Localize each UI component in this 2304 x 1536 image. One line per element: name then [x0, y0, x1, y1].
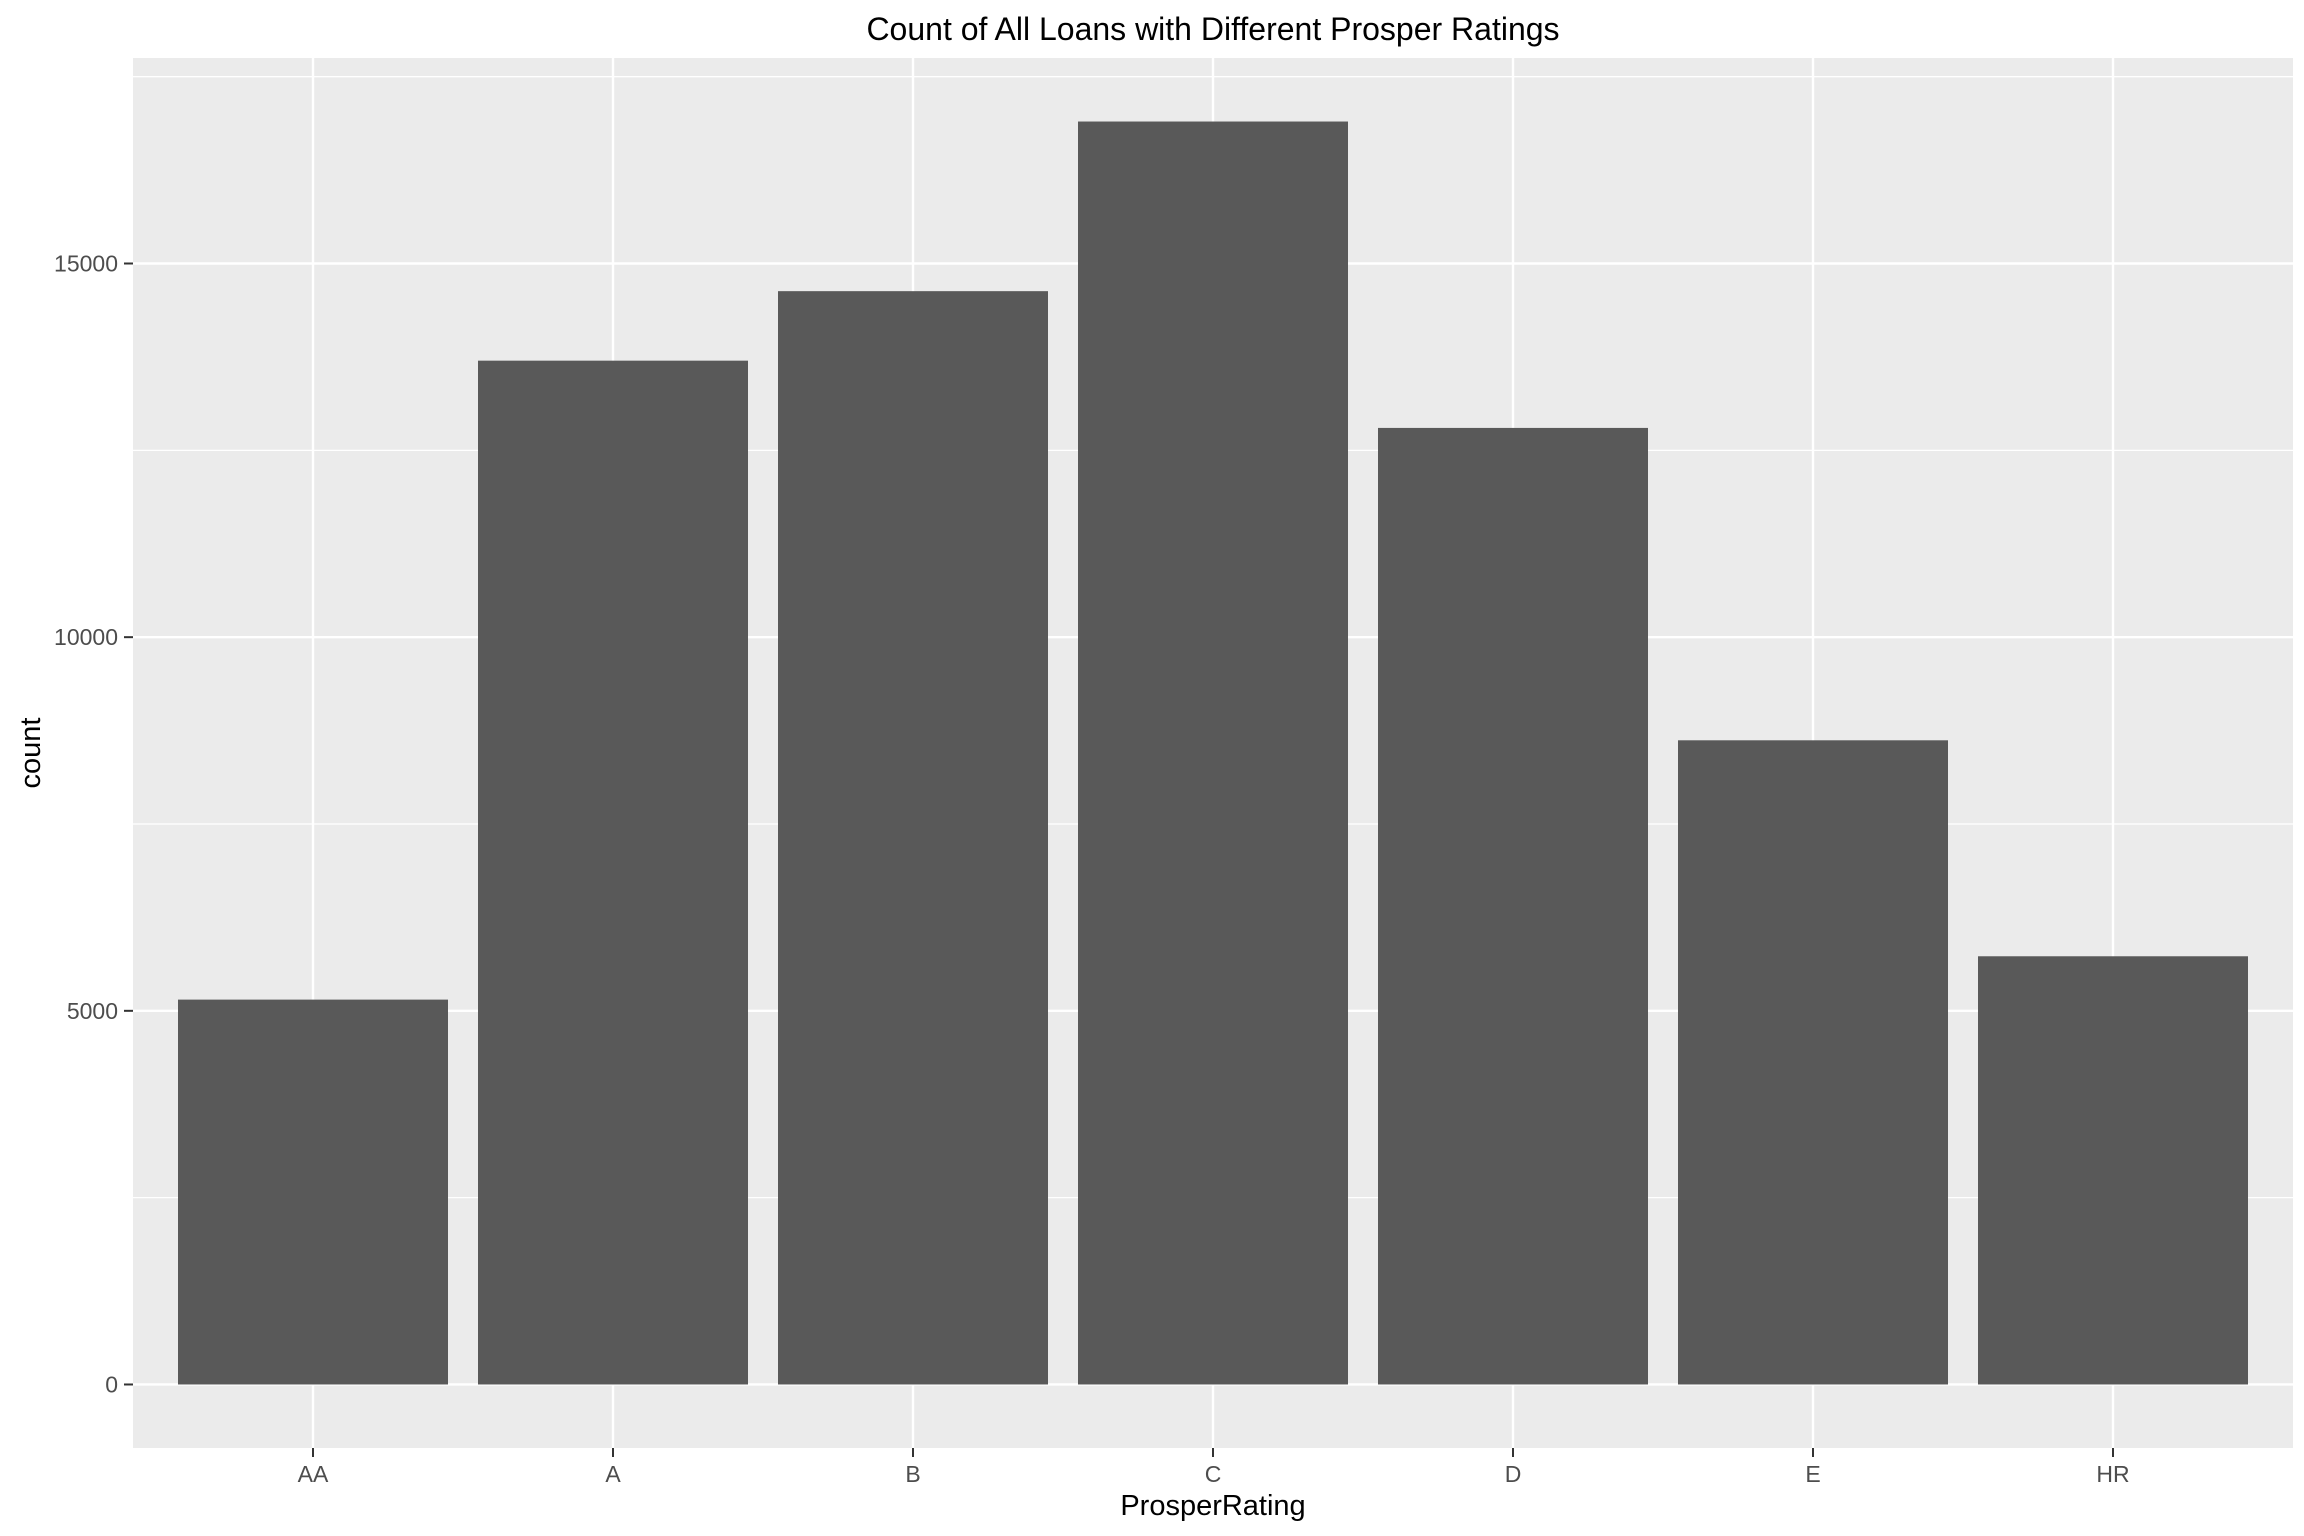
- y-tick-label: 10000: [54, 624, 118, 650]
- x-axis-ticks: AA A B C D E HR: [298, 1448, 2130, 1487]
- x-tick-label: E: [1805, 1461, 1820, 1487]
- y-axis-title: count: [15, 718, 47, 789]
- bar-d: [1378, 427, 1648, 1385]
- y-tick-label: 15000: [54, 251, 118, 277]
- bar-c: [1078, 121, 1348, 1385]
- bar-hr: [1978, 956, 2248, 1385]
- bar-aa: [178, 999, 448, 1385]
- bar-e: [1678, 740, 1948, 1385]
- x-tick-label: HR: [2096, 1461, 2129, 1487]
- y-axis-ticks: 0 5000 10000 15000: [54, 251, 133, 1397]
- x-tick-label: C: [1205, 1461, 1222, 1487]
- y-tick-label: 0: [105, 1371, 118, 1397]
- bar-b: [778, 291, 1048, 1385]
- y-tick-label: 5000: [67, 998, 118, 1024]
- bars: [178, 121, 2248, 1385]
- x-tick-label: A: [605, 1461, 621, 1487]
- x-axis-title: ProsperRating: [1120, 1490, 1305, 1522]
- bar-a: [478, 360, 748, 1385]
- x-tick-label: AA: [298, 1461, 329, 1487]
- x-tick-label: B: [905, 1461, 920, 1487]
- chart-title: Count of All Loans with Different Prospe…: [866, 11, 1559, 47]
- x-tick-label: D: [1505, 1461, 1522, 1487]
